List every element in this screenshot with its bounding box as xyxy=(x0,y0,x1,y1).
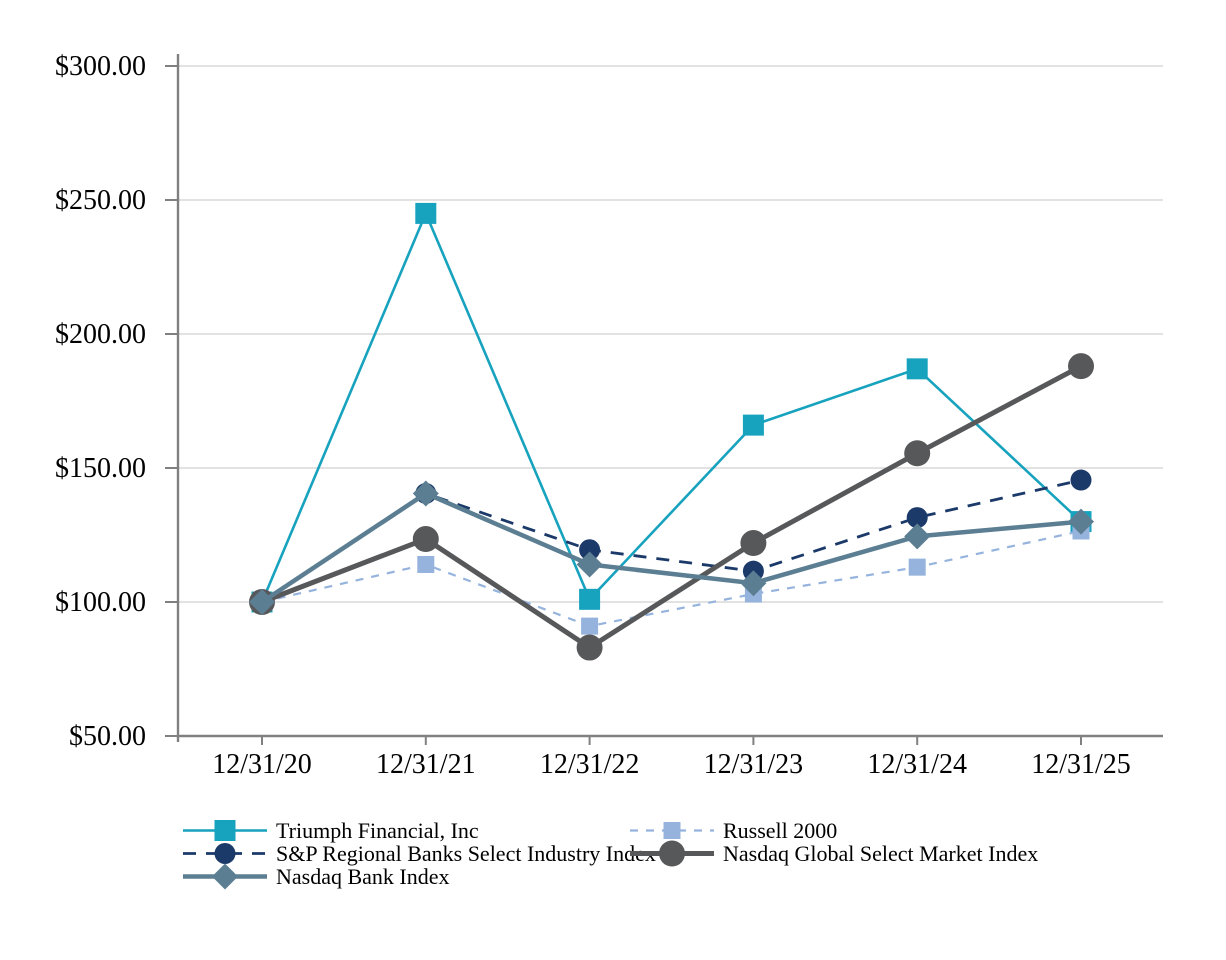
y-tick-label: $200.00 xyxy=(55,319,146,350)
x-tick-label: 12/31/21 xyxy=(376,749,476,780)
legend-marker-nasdaq-bank-index xyxy=(212,863,238,890)
data-point-nasdaq-global-select-market-index xyxy=(576,634,603,661)
data-point-nasdaq-global-select-market-index xyxy=(740,530,767,557)
y-tick-label: $300.00 xyxy=(55,51,146,82)
legend-label-s-p-regional-banks-select-industry-index: S&P Regional Banks Select Industry Index xyxy=(276,841,656,866)
series-line-s-p-regional-banks-select-industry-index xyxy=(261,478,1082,604)
x-tick-label: 12/31/20 xyxy=(212,749,312,780)
legend-marker-triumph-financial-inc xyxy=(214,820,236,841)
data-point-nasdaq-global-select-market-index xyxy=(1068,353,1094,380)
legend-swatch-triumph-financial-inc xyxy=(183,820,267,841)
series-nasdaq-global-select-market-index xyxy=(249,353,1094,661)
series-line-triumph-financial-inc xyxy=(260,210,1082,603)
data-point-triumph-financial-inc xyxy=(906,358,928,380)
legend-entry-russell-2000: Russell 2000 xyxy=(630,819,1038,842)
legend-swatch-nasdaq-bank-index xyxy=(183,863,267,890)
y-tick-label: $250.00 xyxy=(55,185,146,216)
x-tick-label: 12/31/22 xyxy=(540,749,640,780)
data-point-nasdaq-global-select-market-index xyxy=(412,526,439,553)
series-s-p-regional-banks-select-industry-index xyxy=(251,469,1092,613)
legend-label-nasdaq-bank-index: Nasdaq Bank Index xyxy=(276,864,450,889)
y-tick-label: $150.00 xyxy=(55,453,146,484)
legend-entry-s-p-regional-banks-select-industry-index: S&P Regional Banks Select Industry Index xyxy=(183,842,656,865)
data-point-nasdaq-bank-index xyxy=(576,551,603,578)
data-point-nasdaq-bank-index xyxy=(1068,508,1094,535)
x-tick-label: 12/31/24 xyxy=(867,749,967,780)
series-russell-2000 xyxy=(253,522,1090,635)
series-line-nasdaq-bank-index xyxy=(260,490,1082,604)
series-nasdaq-bank-index xyxy=(249,480,1094,615)
legend-marker-russell-2000 xyxy=(663,822,681,839)
data-point-nasdaq-global-select-market-index xyxy=(904,440,931,467)
data-point-nasdaq-bank-index xyxy=(904,523,931,550)
data-point-triumph-financial-inc xyxy=(742,414,764,436)
data-point-triumph-financial-inc xyxy=(415,202,437,224)
data-point-triumph-financial-inc xyxy=(579,588,601,610)
data-point-russell-2000 xyxy=(417,555,435,573)
series-line-nasdaq-global-select-market-index xyxy=(261,363,1083,651)
legend-label-russell-2000: Russell 2000 xyxy=(723,818,838,843)
legend-entry-triumph-financial-inc: Triumph Financial, Inc xyxy=(183,819,656,842)
legend-swatch-nasdaq-global-select-market-index xyxy=(630,840,714,867)
legend-entry-nasdaq-global-select-market-index: Nasdaq Global Select Market Index xyxy=(630,840,1039,867)
legend-swatch-russell-2000 xyxy=(630,822,714,839)
legend-entry-nasdaq-bank-index: Nasdaq Bank Index xyxy=(183,863,656,890)
data-point-russell-2000 xyxy=(908,558,926,576)
data-point-s-p-regional-banks-select-industry-index xyxy=(579,539,601,561)
legend-marker-s-p-regional-banks-select-industry-index xyxy=(214,843,236,864)
data-point-nasdaq-bank-index xyxy=(740,570,767,597)
data-point-s-p-regional-banks-select-industry-index xyxy=(906,507,928,529)
x-tick-label: 12/31/23 xyxy=(704,749,804,780)
legend-column-2: Russell 2000 Nasdaq Global Select Market … xyxy=(630,819,1039,867)
series-line-russell-2000 xyxy=(261,529,1082,628)
x-tick-label: 12/31/25 xyxy=(1031,749,1131,780)
data-point-nasdaq-bank-index xyxy=(249,589,275,615)
data-point-s-p-regional-banks-select-industry-index xyxy=(1070,469,1092,491)
data-point-russell-2000 xyxy=(581,617,599,635)
series-triumph-financial-inc xyxy=(251,202,1092,613)
legend-label-triumph-financial-inc: Triumph Financial, Inc xyxy=(276,818,479,843)
legend-column-1: Triumph Financial, Inc S&P Regional Banks… xyxy=(183,819,656,890)
data-point-nasdaq-bank-index xyxy=(412,480,439,507)
legend-marker-nasdaq-global-select-market-index xyxy=(659,840,685,867)
y-tick-label: $100.00 xyxy=(55,587,146,618)
legend-swatch-s-p-regional-banks-select-industry-index xyxy=(183,843,267,864)
legend-label-nasdaq-global-select-market-index: Nasdaq Global Select Market Index xyxy=(723,841,1039,866)
y-tick-label: $50.00 xyxy=(69,721,146,752)
